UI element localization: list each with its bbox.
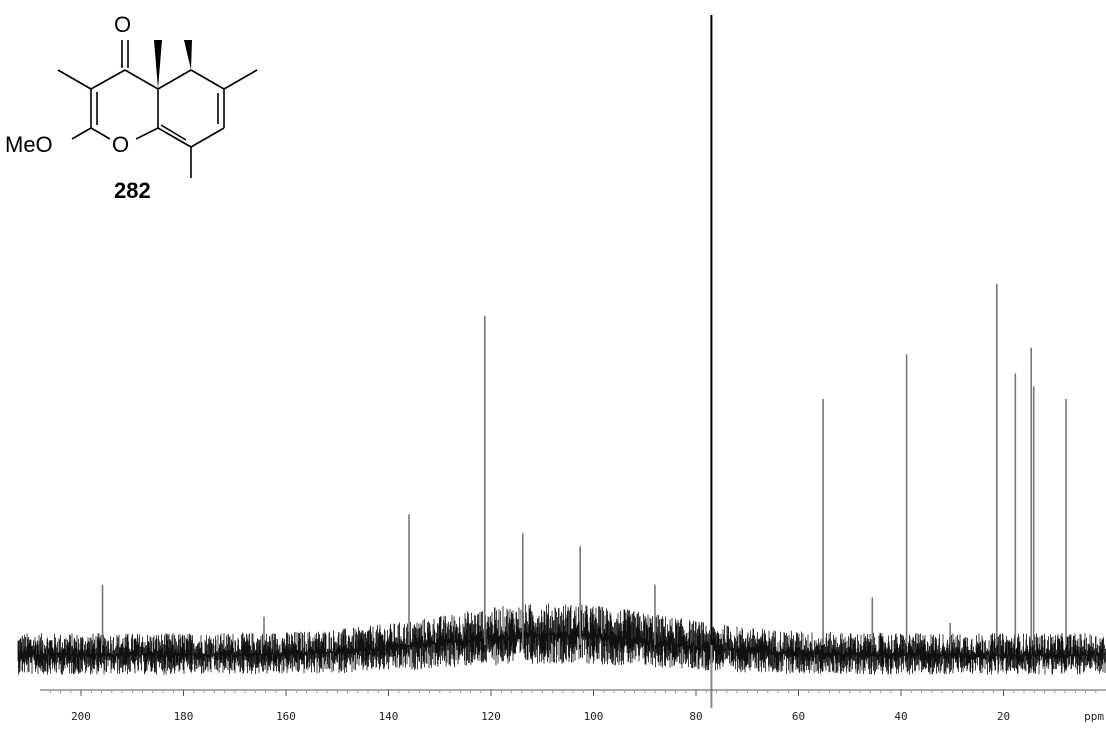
tick-label-80: 80 (689, 710, 702, 723)
baseline-noise (17, 603, 1106, 675)
wedge-methyl-4a (154, 40, 162, 89)
tick-label-20: 20 (997, 710, 1010, 723)
compound-number: 282 (114, 178, 151, 203)
tick-label-40: 40 (894, 710, 907, 723)
peak-series (101, 15, 1067, 708)
molecule-structure (57, 40, 258, 178)
methoxy-label: MeO (5, 132, 53, 157)
tick-label-140: 140 (379, 710, 399, 723)
tick-label-100: 100 (584, 710, 604, 723)
tick-label-160: 160 (276, 710, 296, 723)
ring-oxygen-label: O (112, 132, 129, 157)
carbonyl-oxygen-label: O (114, 12, 131, 37)
x-axis-unit-label: ppm (1084, 710, 1104, 723)
tick-label-120: 120 (481, 710, 501, 723)
noise-trace (17, 603, 1106, 675)
tick-label-200: 200 (71, 710, 91, 723)
tick-label-60: 60 (792, 710, 805, 723)
x-axis: 200 180 160 140 120 100 80 60 40 20 ppm (40, 689, 1106, 723)
wedge-methyl-5 (184, 40, 192, 70)
tick-label-180: 180 (174, 710, 194, 723)
